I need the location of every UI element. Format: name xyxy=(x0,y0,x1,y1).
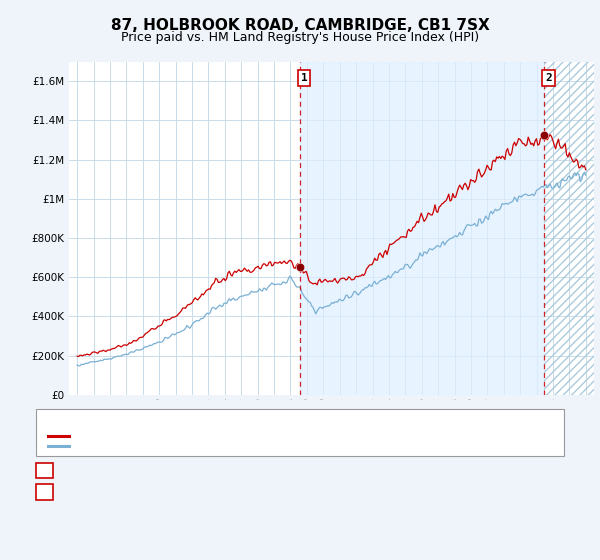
Text: HPI: Average price, detached house, Cambridge: HPI: Average price, detached house, Camb… xyxy=(72,441,342,451)
Bar xyxy=(300,62,544,395)
Text: 2: 2 xyxy=(545,73,552,83)
Text: 22-JUN-2023: 22-JUN-2023 xyxy=(60,487,134,497)
Text: 2: 2 xyxy=(41,486,48,498)
Text: 35% ↑ HPI: 35% ↑ HPI xyxy=(282,487,343,497)
Text: 87, HOLBROOK ROAD, CAMBRIDGE, CB1 7SX (detached house): 87, HOLBROOK ROAD, CAMBRIDGE, CB1 7SX (d… xyxy=(72,431,396,441)
Text: 35% ↑ HPI: 35% ↑ HPI xyxy=(282,466,343,475)
Text: Price paid vs. HM Land Registry's House Price Index (HPI): Price paid vs. HM Land Registry's House … xyxy=(121,31,479,44)
Text: 87, HOLBROOK ROAD, CAMBRIDGE, CB1 7SX: 87, HOLBROOK ROAD, CAMBRIDGE, CB1 7SX xyxy=(110,18,490,32)
Text: £1,325,000: £1,325,000 xyxy=(159,487,227,497)
Text: 29-JUL-2008: 29-JUL-2008 xyxy=(60,466,134,475)
Text: 1: 1 xyxy=(41,464,48,477)
Text: Contains HM Land Registry data © Crown copyright and database right 2024.
This d: Contains HM Land Registry data © Crown c… xyxy=(36,514,419,533)
Text: £650,000: £650,000 xyxy=(159,466,213,475)
Text: 1: 1 xyxy=(301,73,307,83)
Bar xyxy=(544,62,594,395)
